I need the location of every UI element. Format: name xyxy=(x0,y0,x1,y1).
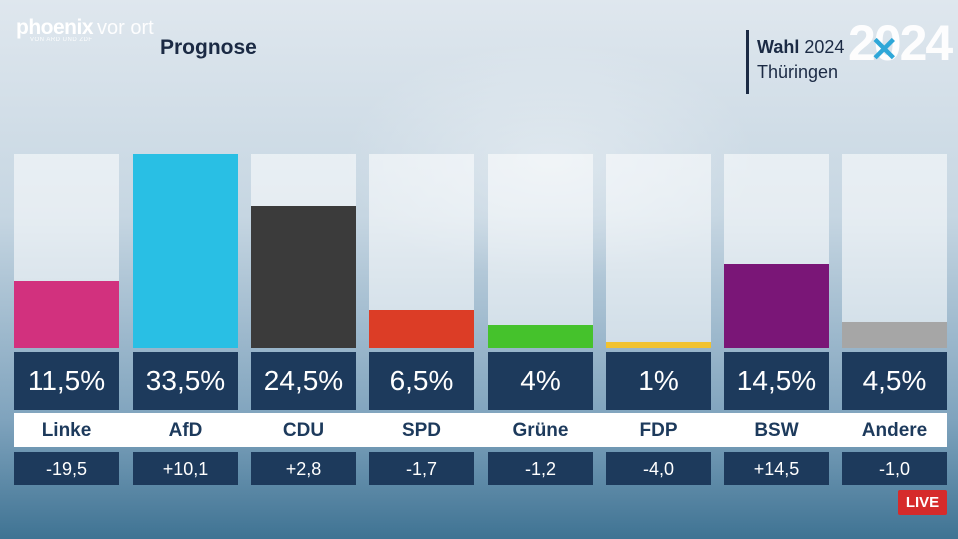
party-label-strip xyxy=(14,413,947,447)
logo-name: phoenix xyxy=(16,16,94,39)
column-background xyxy=(842,154,947,348)
bar-afd xyxy=(133,154,238,348)
change-label: -4,0 xyxy=(606,452,711,485)
logo-tagline: VON ARD UND ZDF xyxy=(30,37,93,43)
party-label: AfD xyxy=(168,420,203,441)
change-label: +2,8 xyxy=(251,452,356,485)
change-label: -1,7 xyxy=(369,452,474,485)
party-label: CDU xyxy=(282,420,325,441)
change-label: -1,0 xyxy=(842,452,947,485)
bar-spd xyxy=(369,310,474,348)
election-label: Wahl xyxy=(757,37,800,57)
change-label: -19,5 xyxy=(14,452,119,485)
bar-grüne xyxy=(488,325,593,348)
bar-andere xyxy=(842,322,947,348)
value-label: 33,5% xyxy=(133,352,238,410)
election-region: Thüringen xyxy=(757,62,839,82)
party-label: Linke xyxy=(41,420,92,441)
page-title: Prognose xyxy=(160,36,257,59)
value-label: 24,5% xyxy=(251,352,356,410)
value-label: 1% xyxy=(606,352,711,410)
column-background xyxy=(606,154,711,348)
bar-bsw xyxy=(724,264,829,348)
logo-sub: vor ort xyxy=(97,17,154,39)
value-label: 6,5% xyxy=(369,352,474,410)
live-badge: LIVE xyxy=(898,490,947,515)
change-label: -1,2 xyxy=(488,452,593,485)
bar-linke xyxy=(14,281,119,348)
party-label: FDP xyxy=(639,420,678,441)
election-badge: Wahl 2024 Thüringen xyxy=(746,30,844,94)
value-label: 4,5% xyxy=(842,352,947,410)
value-label: 11,5% xyxy=(14,352,119,410)
column-background xyxy=(488,154,593,348)
party-label: BSW xyxy=(754,420,799,441)
channel-logo: phoenix vor ort VON ARD UND ZDF xyxy=(16,16,154,43)
party-label: SPD xyxy=(401,420,442,441)
bar-cdu xyxy=(251,206,356,348)
election-year-watermark: 2024 xyxy=(848,15,953,71)
value-label: 14,5% xyxy=(724,352,829,410)
change-label: +14,5 xyxy=(724,452,829,485)
value-label: 4% xyxy=(488,352,593,410)
party-label: Grüne xyxy=(512,420,569,441)
party-label: Andere xyxy=(861,420,928,441)
bar-fdp xyxy=(606,342,711,348)
change-label: +10,1 xyxy=(133,452,238,485)
ballot-cross-icon: ✕ xyxy=(870,31,899,69)
election-year: 2024 xyxy=(804,37,845,57)
